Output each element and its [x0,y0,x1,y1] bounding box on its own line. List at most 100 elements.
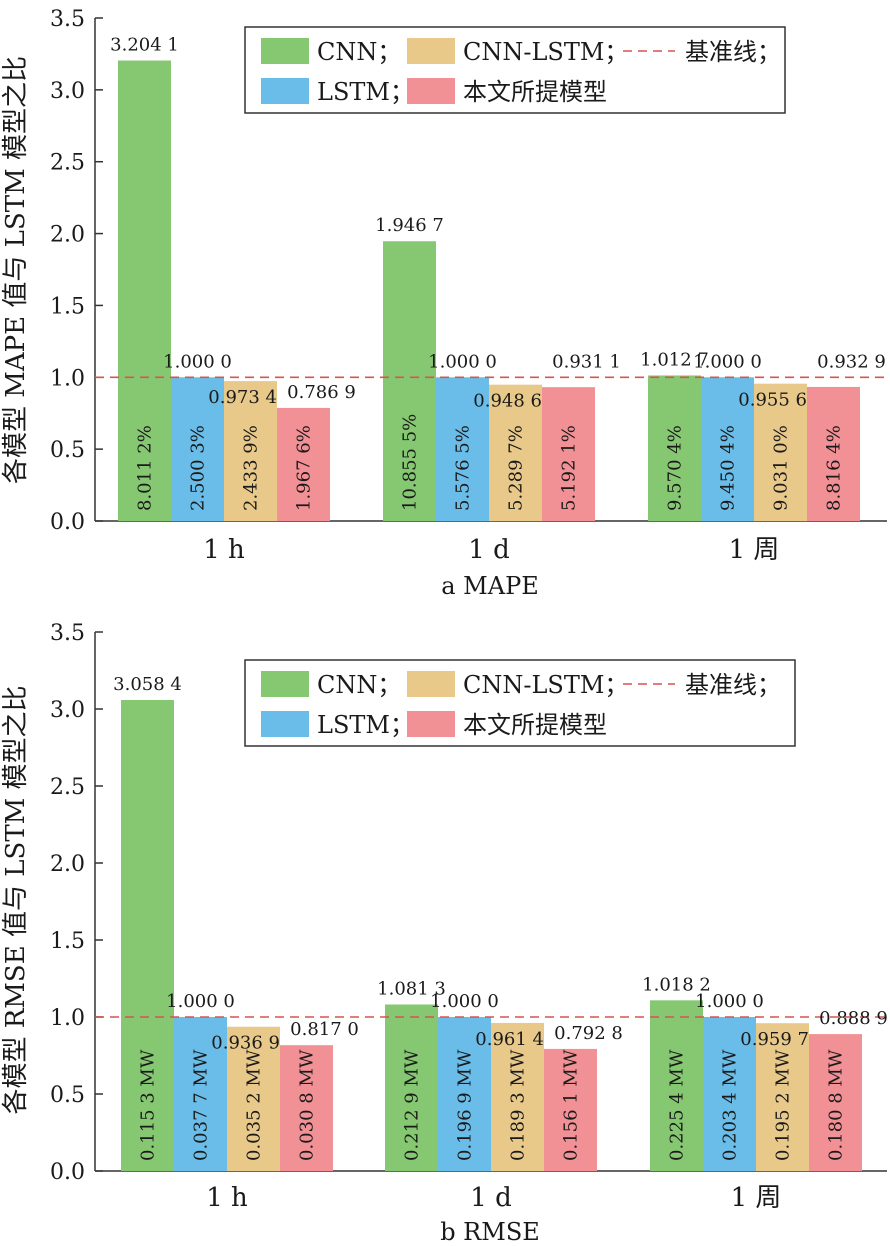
y-tick-label: 3.5 [50,621,85,646]
y-tick-label: 3.0 [50,698,85,723]
inner-label-proposed: 8.816 4% [824,425,845,511]
inner-label-cnn-lstm: 0.035 2 MW [244,1049,265,1161]
bar-cnn-lstm-1 [489,384,542,521]
legend-box [244,659,796,747]
y-tick-label: 1.5 [50,294,85,319]
panel-caption: b RMSE [440,1218,540,1246]
bar-proposed-2 [809,1034,862,1171]
legend-label-lstm: LSTM； [317,78,414,106]
bar-lstm-0 [171,377,224,521]
category-label: 1 h [203,535,245,565]
value-label-lstm: 1.000 0 [430,991,499,1012]
bar-cnn-0 [118,60,171,522]
bar-proposed-1 [542,387,595,521]
inner-label-lstm: 0.196 9 MW [455,1049,476,1161]
value-label-cnn: 3.058 4 [113,674,182,695]
inner-label-lstm: 2.500 3% [188,425,209,511]
value-label-lstm: 1.000 0 [693,351,762,372]
y-tick-label: 0.5 [50,1083,85,1108]
y-tick-label: 2.5 [50,775,85,800]
y-tick-label: 1.0 [50,366,85,391]
bar-proposed-1 [544,1048,597,1171]
inner-label-cnn: 0.115 3 MW [138,1049,159,1161]
bar-cnn-1 [385,1004,438,1171]
legend-swatch-proposed [407,711,455,737]
value-label-cnn-lstm: 0.936 9 [211,1033,280,1054]
legend-swatch-proposed [407,78,455,104]
inner-label-cnn: 8.011 2% [135,425,156,511]
value-label-proposed: 0.932 9 [817,351,886,372]
bar-proposed-0 [280,1045,333,1171]
inner-label-cnn: 0.212 9 MW [402,1049,423,1161]
legend-swatch-lstm [261,711,309,737]
legend-box [244,26,786,114]
bar-lstm-0 [174,1017,227,1171]
value-label-lstm: 1.000 0 [163,351,232,372]
inner-label-cnn: 0.225 4 MW [667,1049,688,1161]
category-label: 1 d [470,1183,511,1213]
value-label-cnn: 1.018 2 [642,974,711,995]
legend-swatch-cnn-lstm [407,38,455,64]
value-label-proposed: 0.792 8 [554,1023,623,1044]
legend-label-baseline: 基准线； [685,671,781,699]
y-tick-label: 1.0 [50,1006,85,1031]
value-label-lstm: 1.000 0 [428,351,497,372]
y-tick-label: 1.5 [50,929,85,954]
inner-label-lstm: 5.576 5% [453,425,474,511]
legend-swatch-cnn-lstm [407,671,455,697]
legend-label-cnn: CNN； [317,38,401,66]
legend-label-cnn-lstm: CNN-LSTM； [463,671,628,699]
bar-lstm-2 [703,1017,756,1171]
legend-label-baseline: 基准线； [685,38,781,66]
inner-label-cnn: 10.855 5% [400,414,421,511]
value-label-cnn-lstm: 0.961 4 [475,1029,544,1050]
bar-lstm-1 [436,377,489,521]
bar-cnn-lstm-2 [756,1023,809,1171]
y-tick-label: 2.0 [50,223,85,248]
legend-label-cnn-lstm: CNN-LSTM； [463,38,628,66]
bar-cnn-1 [383,241,436,522]
value-label-proposed: 0.931 1 [552,351,621,372]
inner-label-cnn-lstm: 5.289 7% [506,425,527,511]
y-tick-label: 2.0 [50,852,85,877]
inner-label-proposed: 0.156 1 MW [561,1049,582,1161]
legend: CNN； CNN-LSTM； 基准线； LSTM； 本文所提模型 [244,26,786,114]
bar-cnn-lstm-1 [491,1022,544,1171]
bar-cnn-lstm-0 [227,1026,280,1171]
bar-cnn-0 [121,700,174,1171]
y-axis-title: 各模型 MAPE 值与 LSTM 模型之比 [1,56,31,484]
bar-cnn-lstm-0 [224,381,277,521]
value-label-proposed: 0.888 9 [819,1008,888,1029]
value-label-cnn: 3.204 1 [110,35,179,56]
bar-lstm-2 [701,377,754,521]
value-label-cnn-lstm: 0.959 7 [740,1029,809,1050]
value-label-cnn: 1.012 7 [640,349,709,370]
inner-label-lstm: 0.037 7 MW [191,1049,212,1161]
bar-proposed-0 [277,407,330,521]
value-label-cnn: 1.081 3 [377,978,446,999]
inner-label-proposed: 5.192 1% [559,425,580,511]
value-label-proposed: 0.786 9 [287,382,356,403]
bar-cnn-2 [648,375,701,521]
inner-label-proposed: 0.180 8 MW [826,1049,847,1161]
y-tick-label: 0.0 [50,510,85,535]
category-label: 1 周 [731,1183,782,1213]
y-tick-label: 0.0 [50,1160,85,1185]
legend-label-proposed: 本文所提模型 [463,78,607,106]
value-label-cnn-lstm: 0.955 6 [738,390,807,411]
bar-cnn-2 [650,1000,703,1171]
chart-panel-rmse: 0.00.51.01.52.02.53.03.53.058 41.081 3 1.… [1,621,888,1246]
inner-label-cnn-lstm: 9.031 0% [771,425,792,511]
category-label: 1 周 [729,535,780,565]
category-label: 1 d [468,535,509,565]
inner-label-cnn-lstm: 2.433 9% [241,425,262,511]
value-label-lstm: 1.000 0 [695,991,764,1012]
inner-label-proposed: 1.967 6% [294,425,315,511]
legend-swatch-cnn [261,671,309,697]
inner-label-lstm: 9.450 4% [718,425,739,511]
value-label-cnn-lstm: 0.973 4 [208,387,277,408]
legend-swatch-lstm [261,78,309,104]
legend: CNN； CNN-LSTM； 基准线； LSTM； 本文所提模型 [244,659,796,747]
value-label-lstm: 1.000 0 [166,991,235,1012]
